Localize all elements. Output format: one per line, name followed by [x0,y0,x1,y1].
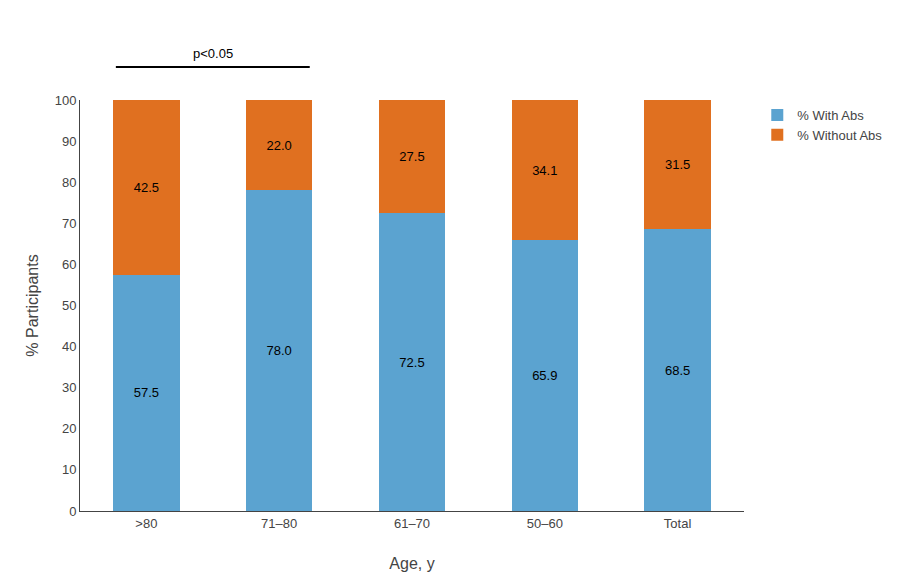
svg-text:100: 100 [55,93,77,108]
svg-text:90: 90 [62,134,76,149]
svg-text:p<0.05: p<0.05 [193,46,233,61]
svg-text:27.5: 27.5 [399,149,424,164]
svg-text:65.9: 65.9 [532,368,557,383]
svg-text:70: 70 [62,216,76,231]
svg-text:% Without Abs: % Without Abs [797,128,882,143]
svg-text:34.1: 34.1 [532,163,557,178]
svg-text:% With Abs: % With Abs [797,108,864,123]
svg-text:% Participants: % Participants [24,254,41,356]
svg-text:72.5: 72.5 [399,355,424,370]
svg-text:>80: >80 [135,516,157,531]
svg-text:78.0: 78.0 [267,343,292,358]
svg-text:30: 30 [62,380,76,395]
svg-text:Age, y: Age, y [389,555,434,572]
svg-text:31.5: 31.5 [665,157,690,172]
svg-text:0: 0 [69,504,76,519]
svg-text:71–80: 71–80 [261,516,297,531]
svg-text:40: 40 [62,339,76,354]
svg-text:50–60: 50–60 [527,516,563,531]
svg-text:42.5: 42.5 [134,180,159,195]
svg-text:60: 60 [62,257,76,272]
svg-text:20: 20 [62,421,76,436]
svg-text:50: 50 [62,298,76,313]
svg-text:22.0: 22.0 [267,138,292,153]
svg-text:10: 10 [62,462,76,477]
svg-text:80: 80 [62,175,76,190]
svg-text:61–70: 61–70 [394,516,430,531]
svg-text:57.5: 57.5 [134,385,159,400]
svg-text:Total: Total [664,516,692,531]
svg-text:68.5: 68.5 [665,363,690,378]
